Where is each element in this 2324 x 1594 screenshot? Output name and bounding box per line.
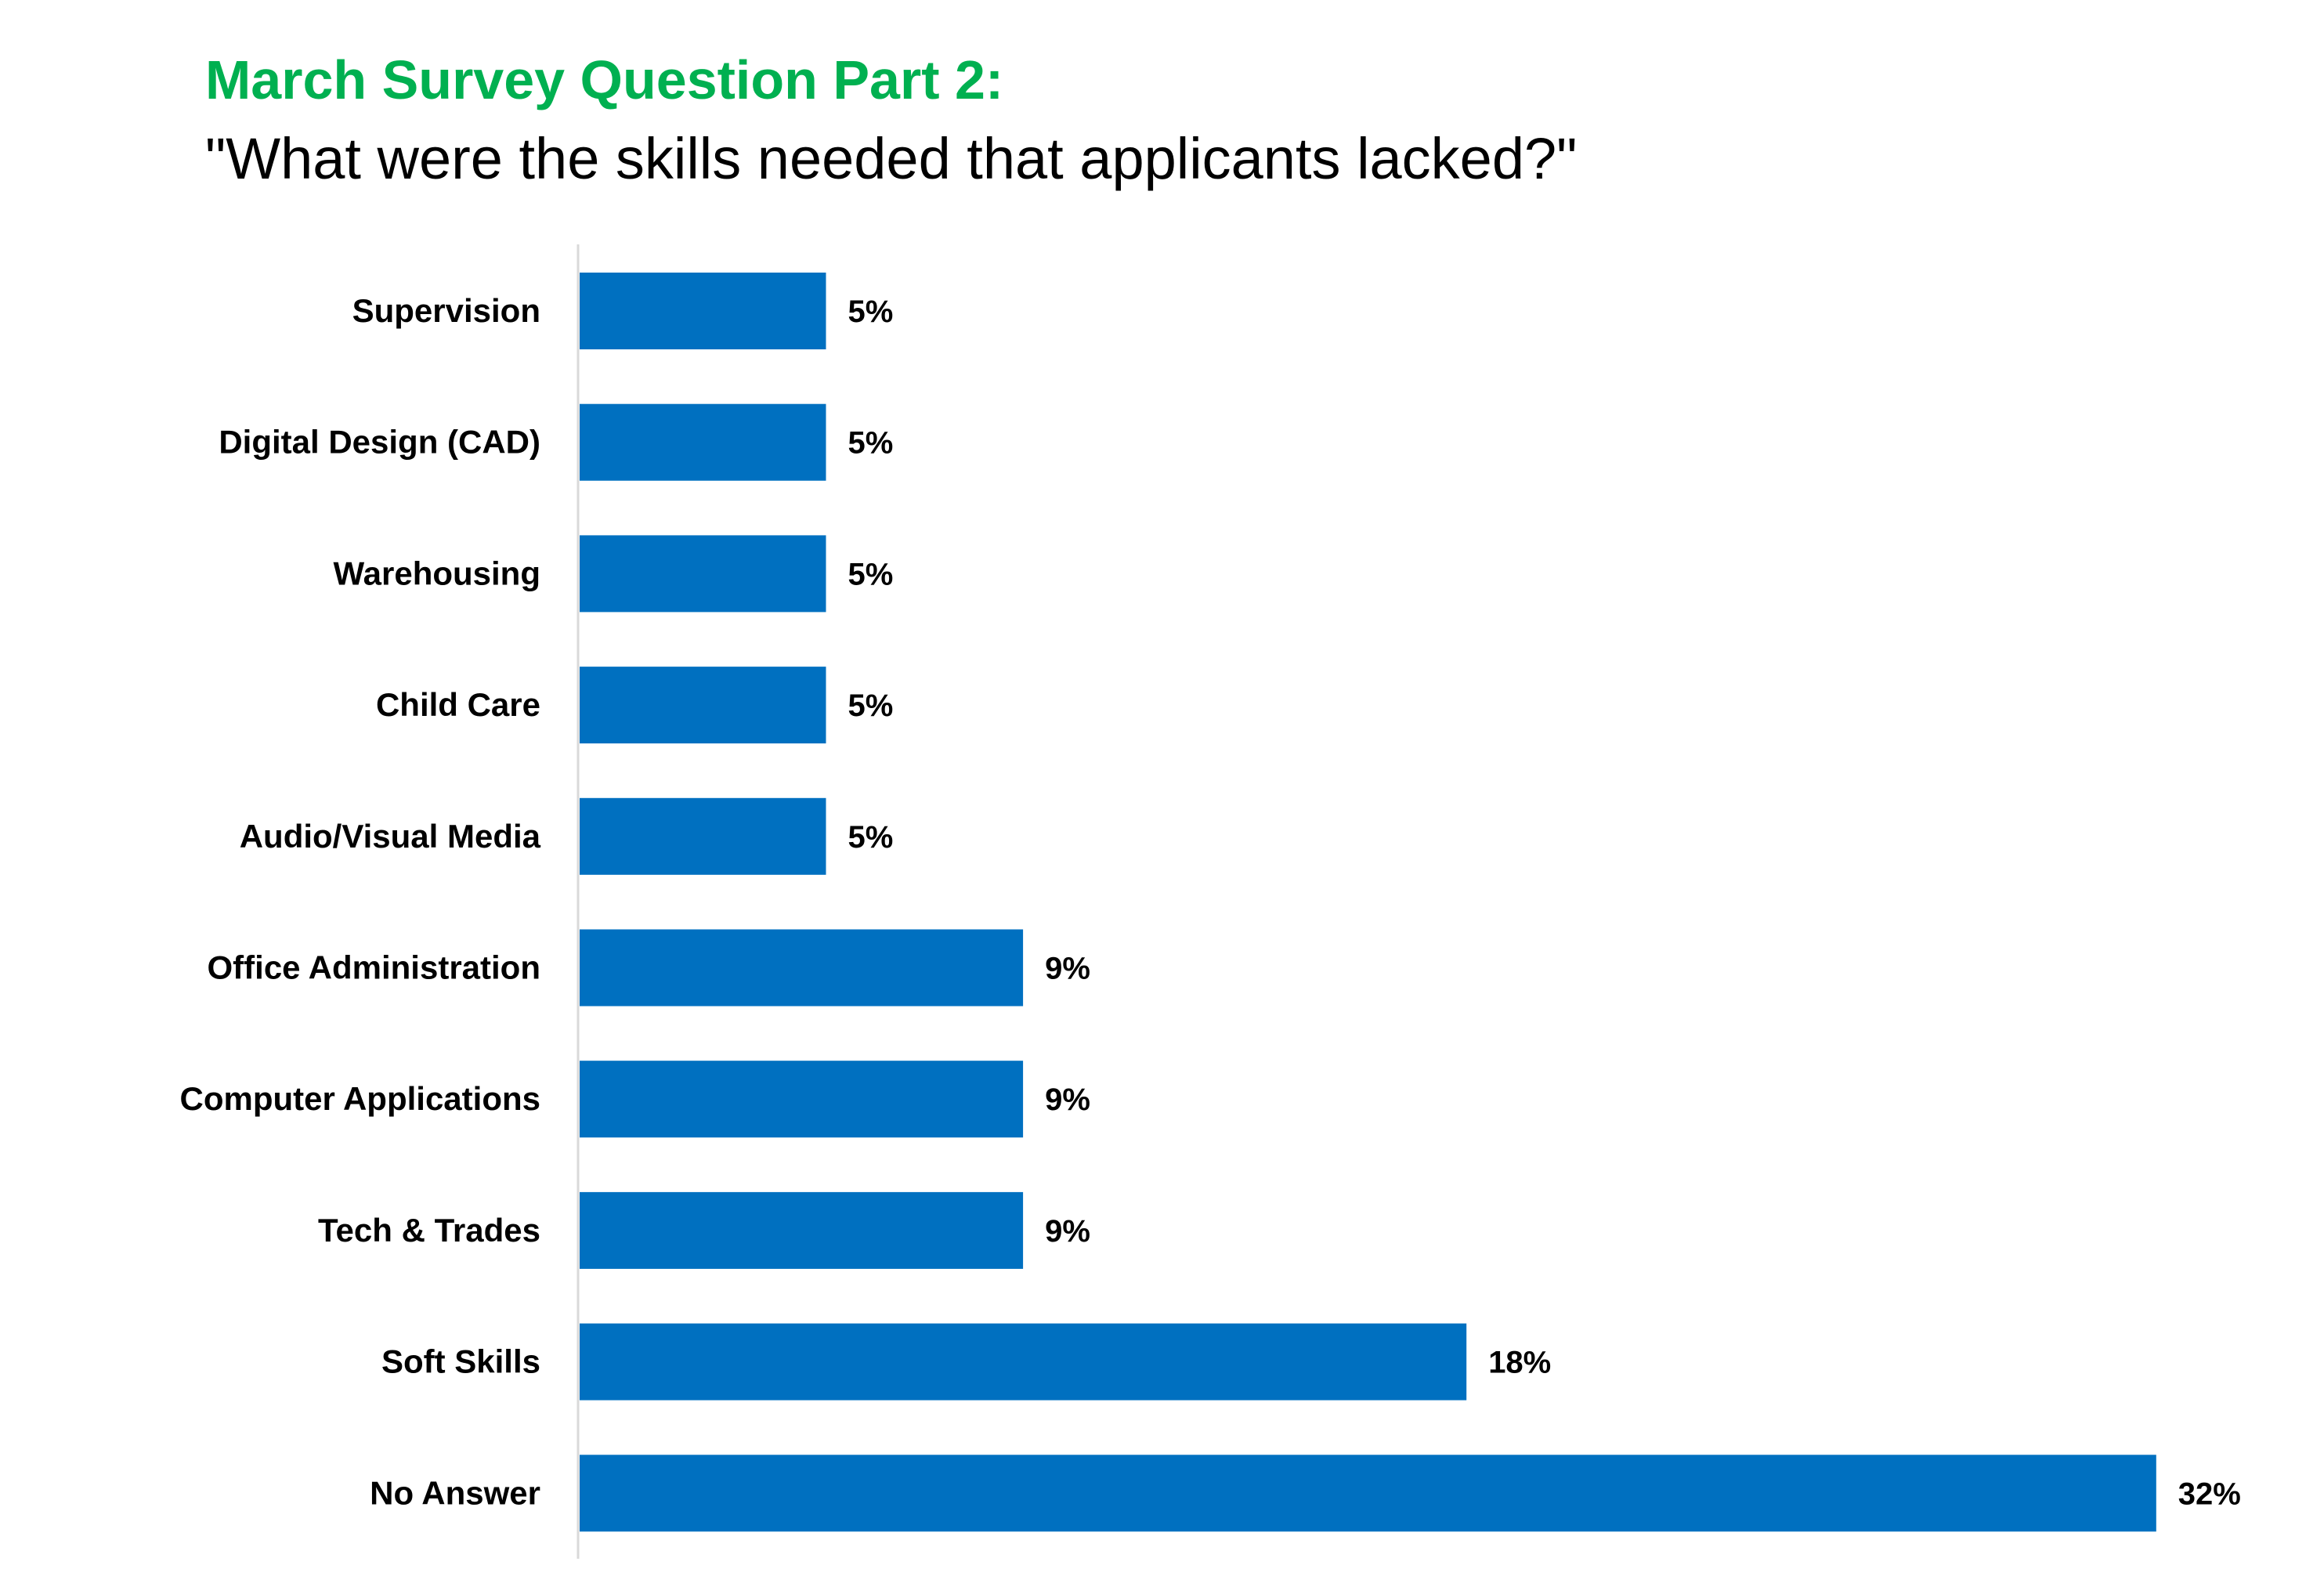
category-label-soft-skills: Soft Skills [381,1343,540,1380]
category-label-no-answer: No Answer [370,1474,540,1511]
data-label-tech-trades: 9% [1045,1214,1090,1249]
category-label-audio-visual-media: Audio/Visual Media [240,818,541,855]
bar-supervision [580,273,826,349]
bar-no-answer [580,1455,2156,1532]
data-label-child-care: 5% [848,689,894,723]
category-labels-group: Supervision Digital Design (CAD) Warehousi… [180,292,541,1511]
data-label-office-administration: 9% [1045,952,1090,986]
data-label-no-answer: 32% [2178,1477,2241,1511]
bar-warehousing [580,535,826,613]
chart-title: March Survey Question Part 2: [205,49,1004,110]
data-label-supervision: 5% [848,295,894,329]
data-label-computer-applications: 9% [1045,1083,1090,1117]
category-label-computer-applications: Computer Applications [180,1080,540,1117]
data-label-warehousing: 5% [848,557,894,591]
data-label-digital-design-cad: 5% [848,426,894,461]
bar-child-care [580,667,826,744]
category-label-office-administration: Office Administration [208,949,540,986]
bar-tech-trades [580,1191,1024,1269]
data-label-audio-visual-media: 5% [848,820,894,855]
bar-computer-applications [580,1061,1024,1138]
category-label-warehousing: Warehousing [334,555,540,591]
category-label-digital-design-cad: Digital Design (CAD) [219,424,540,461]
category-label-supervision: Supervision [352,292,540,329]
data-labels-group: 5% 5% 5% 5% 5% 9% 9% 9% 18% 32% [848,295,2241,1511]
category-label-tech-trades: Tech & Trades [318,1212,540,1249]
data-label-soft-skills: 18% [1488,1346,1551,1380]
bars-group [580,273,2156,1532]
chart-subtitle: "What were the skills needed that applic… [205,126,1578,191]
bar-soft-skills [580,1323,1467,1401]
bar-audio-visual-media [580,797,826,875]
category-label-child-care: Child Care [376,686,540,723]
bar-digital-design-cad [580,403,826,481]
bar-office-administration [580,929,1024,1007]
